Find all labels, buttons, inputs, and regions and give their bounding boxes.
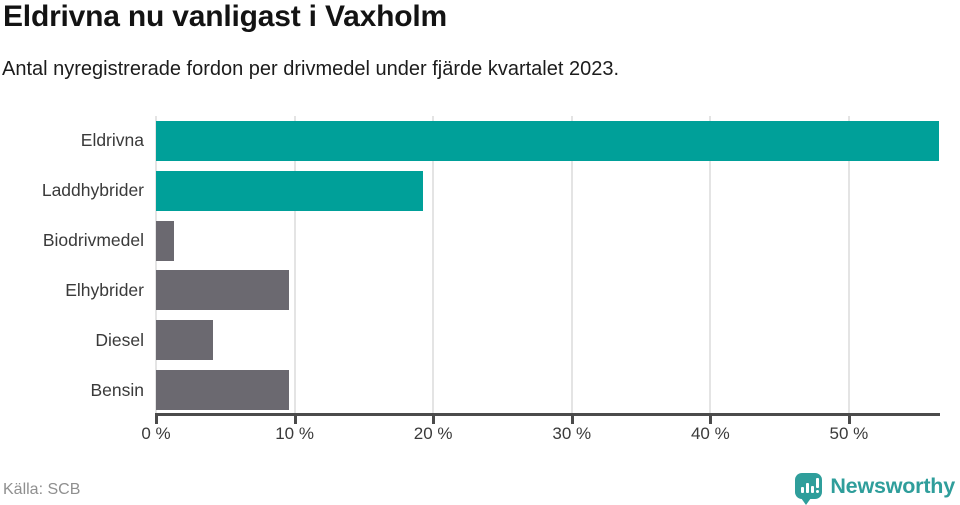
bar bbox=[156, 220, 175, 261]
category-label: Eldrivna bbox=[80, 130, 144, 151]
category-label: Bensin bbox=[90, 379, 144, 400]
x-tick bbox=[570, 415, 574, 424]
x-tick bbox=[847, 415, 851, 424]
x-tick-label: 50 % bbox=[829, 424, 869, 443]
newsworthy-bubble-chart-icon bbox=[795, 473, 823, 505]
bar-row bbox=[156, 315, 939, 365]
gridline bbox=[709, 116, 712, 415]
newsworthy-logo: Newsworthy bbox=[795, 471, 955, 505]
newsworthy-wordmark: Newsworthy bbox=[830, 473, 955, 498]
bar bbox=[156, 120, 939, 161]
x-tick-label: 20 % bbox=[413, 424, 453, 443]
x-tick-label: 40 % bbox=[690, 424, 730, 443]
source-label: Källa: SCB bbox=[3, 481, 81, 498]
category-labels: Eldrivna Laddhybrider Biodrivmedel Elhybrid… bbox=[0, 116, 144, 415]
gridline bbox=[847, 116, 850, 415]
bar-row bbox=[156, 365, 939, 415]
x-axis-line bbox=[155, 413, 940, 416]
category-label: Elhybrider bbox=[65, 279, 144, 300]
bar bbox=[156, 320, 213, 361]
chart-subtitle: Antal nyregistrerade fordon per drivmede… bbox=[2, 58, 620, 80]
category-label: Diesel bbox=[95, 329, 144, 350]
x-tick bbox=[293, 415, 297, 424]
bar-row bbox=[156, 216, 939, 266]
bar-row bbox=[156, 265, 939, 315]
bar bbox=[156, 170, 424, 211]
bar-row bbox=[156, 166, 939, 216]
gridline bbox=[432, 116, 435, 415]
x-tick bbox=[709, 415, 713, 424]
plot-area bbox=[155, 116, 939, 415]
gridline bbox=[570, 116, 573, 415]
x-tick-label: 10 % bbox=[275, 424, 314, 443]
category-label: Biodrivmedel bbox=[42, 230, 144, 251]
gridline bbox=[155, 116, 157, 415]
x-tick-label: 30 % bbox=[552, 424, 592, 443]
bar bbox=[156, 370, 290, 411]
chart-title: Eldrivna nu vanligast i Vaxholm bbox=[3, 0, 447, 33]
x-tick-label: 0 % bbox=[141, 424, 171, 443]
bar-row bbox=[156, 116, 939, 166]
x-tick bbox=[432, 415, 436, 424]
bar-rows bbox=[156, 116, 939, 415]
category-label: Laddhybrider bbox=[41, 180, 144, 201]
bar bbox=[156, 270, 290, 311]
gridline bbox=[293, 116, 296, 415]
x-tick bbox=[155, 415, 158, 424]
